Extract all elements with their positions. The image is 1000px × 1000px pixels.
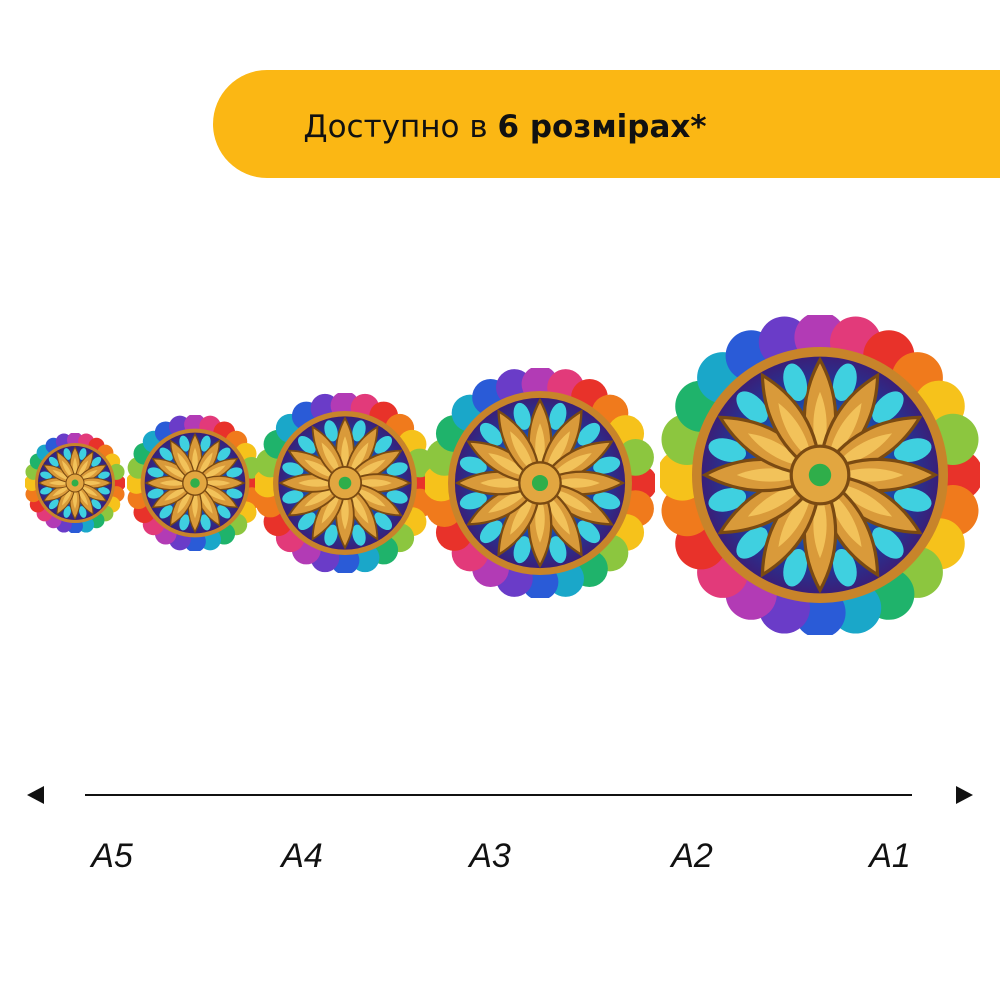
size-label: A4	[279, 837, 323, 875]
size-label: A3	[467, 837, 511, 875]
mandala	[255, 393, 435, 573]
banner-bold: 6 розмірах*	[497, 109, 706, 145]
arrow-right	[956, 786, 973, 804]
banner-text: Доступно в 6 розмірах*	[303, 109, 706, 145]
size-label: A1	[867, 837, 911, 875]
arrow-left	[27, 786, 44, 804]
banner-regular: Доступно в	[303, 109, 487, 145]
size-label: A2	[669, 837, 713, 875]
mandala-group	[25, 315, 980, 635]
mandala	[25, 433, 125, 533]
mandala	[127, 415, 263, 551]
size-labels: A5 A4 A3 A2 A1	[89, 837, 911, 875]
banner	[213, 70, 1000, 178]
mandala	[425, 368, 655, 598]
mandala	[660, 315, 980, 635]
size-label: A5	[89, 837, 133, 875]
